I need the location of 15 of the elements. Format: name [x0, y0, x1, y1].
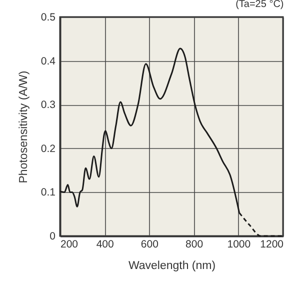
- y-tick-label: 0.1: [40, 186, 56, 199]
- x-tick-label: 1200: [260, 238, 284, 250]
- x-tick-label: 200: [60, 238, 78, 250]
- y-tick-label: 0: [50, 230, 56, 242]
- text: (Ta=25 °C): [236, 0, 284, 10]
- x-tick-label: 400: [96, 238, 114, 250]
- x-tick-label: 1000: [227, 238, 251, 250]
- y-axis-title: Photosensitivity (A/W): [18, 70, 30, 184]
- y-tick-label: 0.3: [40, 99, 56, 112]
- y-tick-label: 0.4: [40, 55, 56, 68]
- y-tick-label: 0.2: [40, 142, 56, 155]
- x-axis-title: Wavelength (nm): [128, 260, 216, 272]
- y-tick-label: 0.5: [40, 12, 56, 24]
- x-tick-label: 600: [140, 238, 159, 250]
- x-tick-label: 800: [186, 238, 204, 250]
